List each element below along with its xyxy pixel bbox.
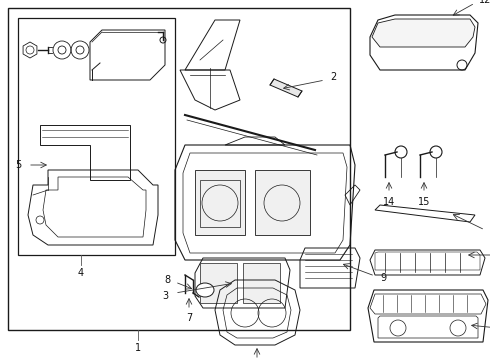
Text: 1: 1 — [135, 343, 141, 353]
Text: 9: 9 — [380, 273, 386, 283]
Polygon shape — [270, 79, 302, 97]
Ellipse shape — [196, 283, 214, 297]
Polygon shape — [372, 19, 475, 47]
Polygon shape — [255, 170, 310, 235]
Text: 5: 5 — [15, 160, 21, 170]
Text: 8: 8 — [164, 275, 170, 285]
Polygon shape — [195, 170, 245, 235]
Text: 4: 4 — [78, 268, 84, 278]
Text: 14: 14 — [383, 197, 395, 207]
Circle shape — [26, 46, 34, 54]
Text: 3: 3 — [162, 291, 168, 301]
Polygon shape — [243, 263, 280, 303]
Text: 12: 12 — [479, 0, 490, 5]
Text: 13: 13 — [489, 228, 490, 238]
Text: 7: 7 — [186, 313, 192, 323]
Polygon shape — [200, 263, 237, 303]
Text: 15: 15 — [418, 197, 430, 207]
Text: 2: 2 — [330, 72, 336, 82]
